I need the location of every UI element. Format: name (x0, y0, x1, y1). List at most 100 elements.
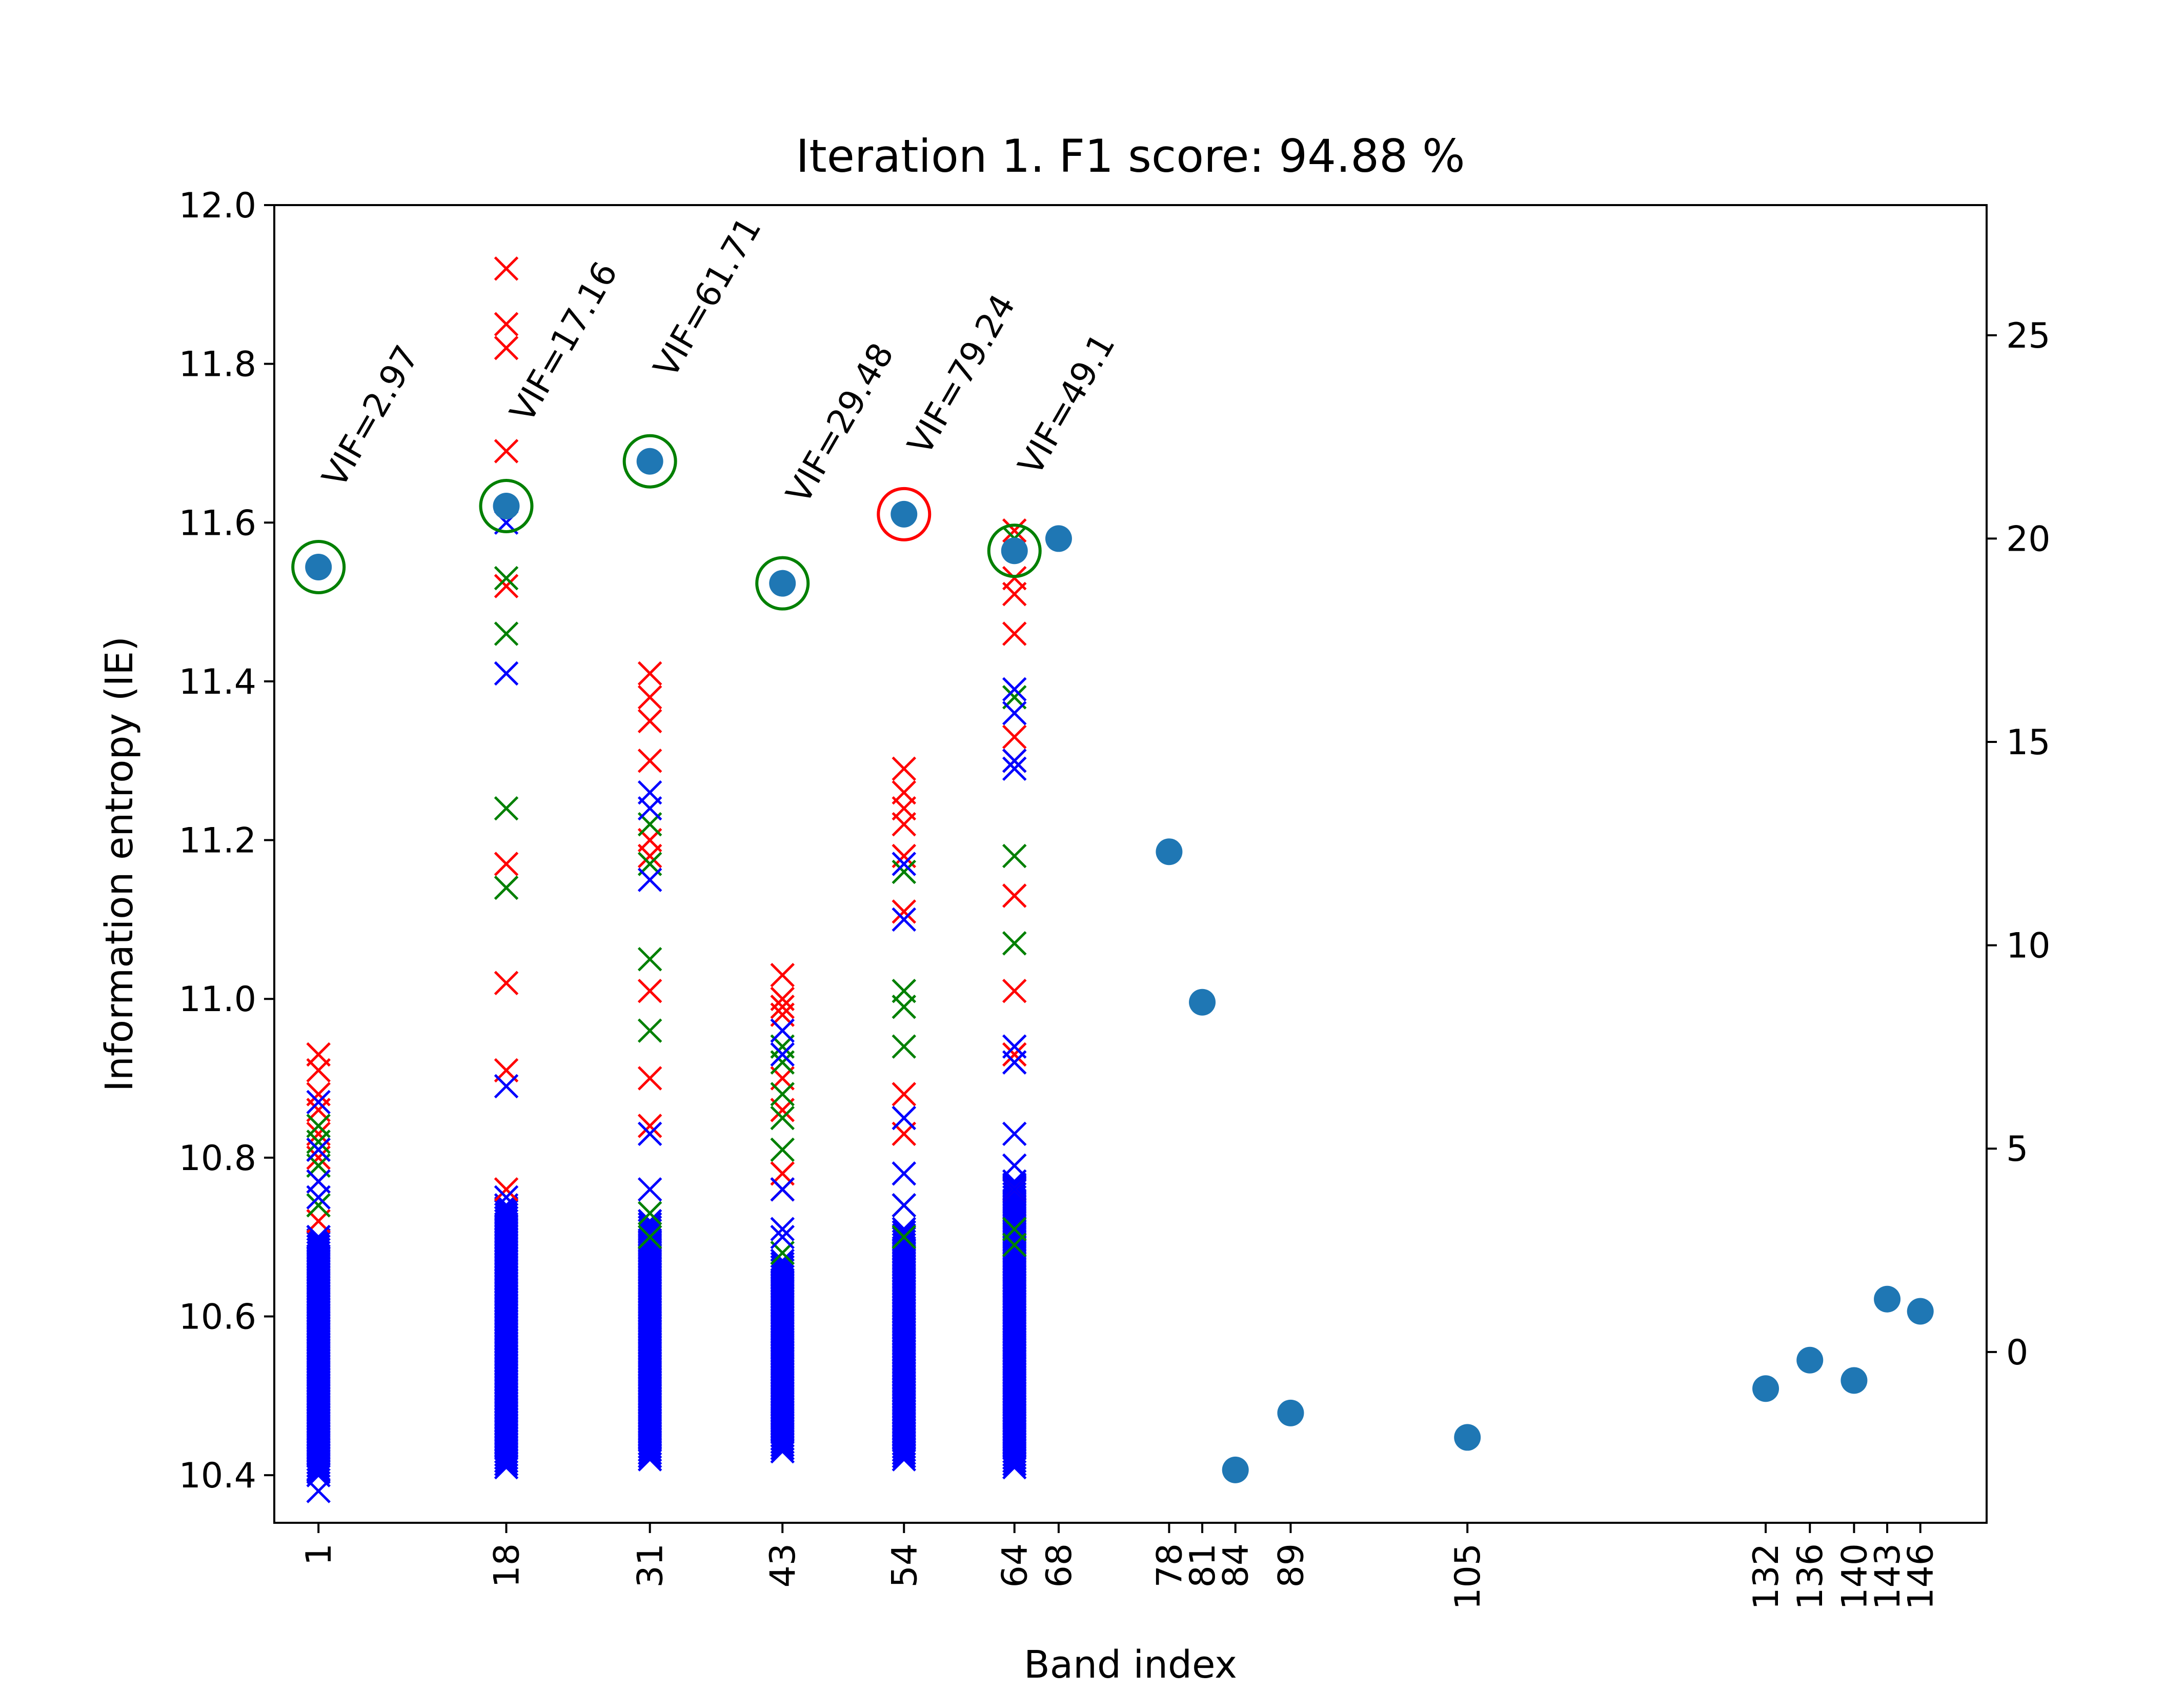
blue-cross-marker (494, 661, 519, 686)
green-cross-marker-stroke-b (1002, 1233, 1027, 1257)
red-cross-marker-stroke-b (1002, 1042, 1027, 1067)
y-tick-label: 11.2 (179, 821, 256, 861)
blue-cross-marker (1002, 1050, 1027, 1075)
red-cross-marker-stroke-b (494, 439, 519, 464)
x-tick-label: 64 (995, 1543, 1036, 1588)
blue-cross-marker-stroke-b (637, 1121, 662, 1146)
blue-cross-marker (637, 868, 662, 892)
blue-cross-marker-stroke-b (892, 1105, 917, 1131)
green-cross-marker (637, 1224, 662, 1250)
blue-cross-marker (1002, 1153, 1027, 1178)
red-cross-marker-stroke-b (892, 1082, 917, 1106)
green-cross-marker-stroke-b (494, 875, 519, 900)
green-cross-marker (494, 621, 519, 646)
blue-cross-marker (637, 1212, 662, 1237)
green-cross-marker-stroke-b (306, 1193, 331, 1218)
data-point (1156, 838, 1183, 865)
blue-cross-marker (306, 1090, 331, 1115)
green-cross-marker-stroke-b (306, 1130, 331, 1154)
data-point (1189, 989, 1216, 1016)
red-cross-marker (494, 256, 519, 281)
red-cross-marker-stroke-b (1002, 621, 1027, 646)
blue-cross-marker (306, 1237, 331, 1262)
blue-cross-marker-stroke-b (306, 1231, 331, 1256)
red-cross-marker (637, 1114, 662, 1138)
x-tick-label: 81 (1183, 1543, 1223, 1588)
red-cross-marker-stroke-b (494, 852, 519, 876)
green-cross-marker (770, 1082, 795, 1106)
green-cross-marker-stroke-b (892, 1224, 917, 1250)
green-cross-marker (770, 1137, 795, 1162)
green-cross-marker-stroke-b (892, 1034, 917, 1059)
green-cross-marker (892, 1224, 917, 1250)
data-point (1045, 525, 1072, 552)
red-cross-marker (1002, 724, 1027, 750)
selection-circle (987, 523, 1042, 578)
red-cross-marker (892, 899, 917, 924)
x-tick-label: 84 (1216, 1543, 1257, 1588)
red-cross-marker-stroke-b (770, 994, 795, 1019)
blue-cross-marker-stroke-b (306, 1237, 331, 1262)
green-cross-marker (892, 1034, 917, 1059)
green-cross-marker-stroke-b (494, 621, 519, 646)
red-cross-marker-stroke-b (494, 574, 519, 598)
blue-cross-marker-stroke-b (494, 1196, 519, 1221)
data-point (1454, 1424, 1481, 1451)
blue-cross-marker-stroke-b (306, 1137, 331, 1162)
blue-cross-marker-stroke-b (1002, 1172, 1027, 1197)
blue-cross-marker-stroke-b (494, 1185, 519, 1210)
green-cross-marker-stroke-b (637, 1224, 662, 1250)
red-cross-marker-stroke-b (1002, 581, 1027, 607)
blue-cross-marker-stroke-b (892, 1193, 917, 1218)
cross-markers-layer (306, 256, 1027, 1503)
blue-cross-marker-stroke-b (770, 1261, 795, 1286)
blue-cross-marker (306, 1234, 331, 1259)
red-cross-marker-stroke-b (892, 899, 917, 924)
green-cross-marker-stroke-b (770, 1105, 795, 1131)
blue-cross-marker (306, 1228, 331, 1253)
x-tick-label: 136 (1790, 1543, 1831, 1610)
y-tick-label: 12.0 (179, 186, 256, 226)
blue-cross-marker-stroke-b (770, 1177, 795, 1202)
blue-cross-marker-stroke-b (1002, 1153, 1027, 1178)
y2-tick-label: 25 (2006, 316, 2051, 356)
blue-cross-marker-stroke-b (1002, 1050, 1027, 1075)
x-tick-label: 89 (1271, 1543, 1311, 1588)
data-point (636, 448, 663, 475)
red-cross-marker (770, 962, 795, 988)
blue-cross-marker-stroke-b (1002, 1177, 1027, 1202)
blue-cross-marker-stroke-b (892, 1230, 917, 1254)
blue-cross-marker (494, 1205, 519, 1231)
blue-cross-marker (1002, 756, 1027, 781)
red-cross-marker (494, 312, 519, 336)
red-cross-marker (1002, 621, 1027, 646)
red-cross-marker-stroke-b (494, 312, 519, 336)
red-cross-marker (637, 978, 662, 1003)
blue-cross-marker-stroke-b (637, 1212, 662, 1237)
y-tick-label: 11.6 (179, 503, 256, 543)
blue-cross-marker (892, 1105, 917, 1131)
red-cross-marker (494, 1177, 519, 1202)
selection-circle (622, 434, 677, 489)
blue-cross-marker (892, 1230, 917, 1254)
blue-cross-marker (306, 1137, 331, 1162)
x-tick-label: 54 (884, 1543, 925, 1588)
blue-cross-marker-stroke-b (1002, 1182, 1027, 1206)
blue-cross-marker-stroke-b (770, 1018, 795, 1043)
red-cross-marker-stroke-b (1002, 724, 1027, 750)
y-tick-label: 11.0 (179, 979, 256, 1020)
green-cross-marker-stroke-b (1002, 843, 1027, 869)
red-cross-marker (1002, 978, 1027, 1003)
green-cross-marker (637, 1201, 662, 1225)
blue-cross-marker-stroke-b (306, 1234, 331, 1259)
red-cross-marker-stroke-b (892, 756, 917, 781)
green-cross-marker (306, 1130, 331, 1154)
green-cross-marker (770, 1050, 795, 1075)
red-cross-marker (637, 1066, 662, 1091)
blue-cross-marker (770, 1177, 795, 1202)
green-cross-marker-stroke-b (892, 859, 917, 884)
blue-cross-marker-stroke-b (892, 1161, 917, 1186)
green-cross-marker (1002, 931, 1027, 956)
red-cross-marker (892, 756, 917, 781)
green-cross-marker-stroke-b (637, 1018, 662, 1043)
